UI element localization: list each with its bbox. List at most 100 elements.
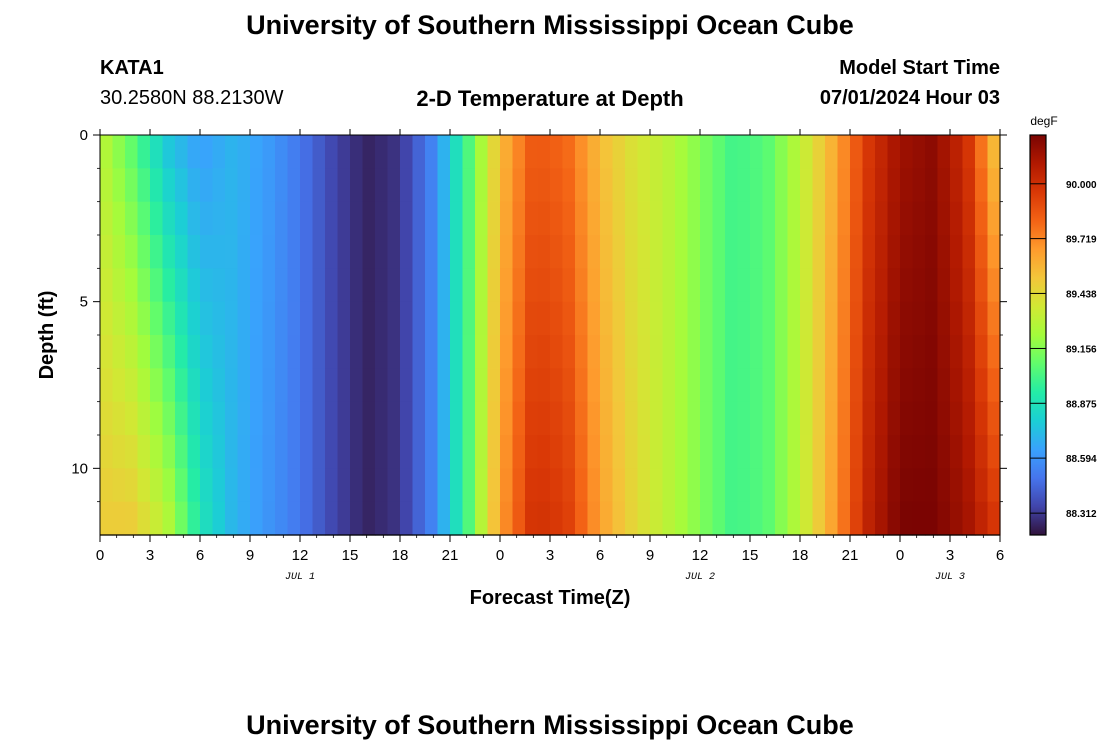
heatmap-cell bbox=[275, 435, 289, 469]
heatmap-cell bbox=[675, 335, 689, 369]
heatmap-cell bbox=[287, 168, 301, 203]
heatmap-cell bbox=[687, 201, 701, 236]
y-tick-label: 5 bbox=[80, 294, 88, 311]
heatmap-cell bbox=[425, 301, 439, 336]
heatmap-cell bbox=[800, 368, 814, 403]
heatmap-cell bbox=[175, 401, 189, 436]
heatmap-cell bbox=[300, 201, 314, 236]
heatmap-cell bbox=[275, 201, 289, 236]
heatmap-cell bbox=[137, 301, 151, 336]
heatmap-cell bbox=[100, 435, 114, 469]
heatmap-cell bbox=[375, 268, 389, 303]
heatmap-cell bbox=[325, 501, 339, 536]
heatmap-cell bbox=[212, 168, 226, 203]
heatmap-cell bbox=[175, 168, 189, 203]
heatmap-cell bbox=[937, 501, 951, 536]
heatmap-cell bbox=[412, 401, 426, 436]
heatmap-cell bbox=[900, 468, 914, 503]
heatmap-cell bbox=[462, 401, 476, 436]
x-tick-label: 21 bbox=[442, 547, 459, 564]
heatmap-cell bbox=[650, 135, 664, 169]
heatmap-cell bbox=[450, 335, 464, 369]
heatmap-cell bbox=[450, 268, 464, 303]
heatmap-cell bbox=[500, 501, 514, 536]
heatmap-cell bbox=[912, 235, 926, 269]
heatmap-cell bbox=[487, 435, 501, 469]
x-tick-label: 3 bbox=[146, 547, 154, 564]
heatmap-cell bbox=[762, 168, 776, 203]
heatmap-cell bbox=[175, 335, 189, 369]
heatmap-cell bbox=[637, 468, 651, 503]
heatmap-cell bbox=[312, 468, 326, 503]
heatmap-cell bbox=[100, 301, 114, 336]
heatmap-cell bbox=[525, 501, 539, 536]
heatmap-cell bbox=[337, 268, 351, 303]
heatmap-cell bbox=[825, 201, 839, 236]
colorbar-tick-label: 88.594 bbox=[1066, 454, 1097, 465]
heatmap-cell bbox=[925, 268, 939, 303]
colorbar-tick-label: 88.875 bbox=[1066, 399, 1097, 410]
heatmap-cell bbox=[587, 401, 601, 436]
heatmap-cell bbox=[737, 301, 751, 336]
heatmap-cell bbox=[787, 335, 801, 369]
heatmap-cell bbox=[900, 501, 914, 536]
heatmap-cell bbox=[812, 135, 826, 169]
heatmap-cell bbox=[387, 168, 401, 203]
heatmap-cell bbox=[125, 135, 139, 169]
heatmap-cell bbox=[637, 401, 651, 436]
heatmap-cell bbox=[637, 335, 651, 369]
heatmap-cell bbox=[250, 135, 264, 169]
heatmap-cell bbox=[175, 435, 189, 469]
heatmap-cell bbox=[662, 235, 676, 269]
heatmap-cell bbox=[250, 335, 264, 369]
heatmap-cell bbox=[225, 268, 239, 303]
heatmap-cell bbox=[437, 435, 451, 469]
heatmap-cell bbox=[975, 135, 989, 169]
heatmap-cell bbox=[325, 435, 339, 469]
heatmap-cell bbox=[487, 468, 501, 503]
heatmap-cell bbox=[150, 401, 164, 436]
model-start-label: Model Start Time bbox=[839, 57, 1000, 79]
heatmap-cell bbox=[787, 201, 801, 236]
heatmap-cell bbox=[425, 135, 439, 169]
heatmap-cell bbox=[687, 368, 701, 403]
heatmap-cell bbox=[500, 201, 514, 236]
x-tick-label: 15 bbox=[742, 547, 759, 564]
heatmap-cell bbox=[237, 301, 251, 336]
heatmap-cell bbox=[675, 301, 689, 336]
heatmap-cell bbox=[837, 501, 851, 536]
heatmap-cell bbox=[887, 268, 901, 303]
heatmap-cell bbox=[125, 168, 139, 203]
heatmap-cell bbox=[437, 468, 451, 503]
heatmap-cell bbox=[575, 235, 589, 269]
heatmap-cell bbox=[412, 435, 426, 469]
heatmap-cell bbox=[725, 401, 739, 436]
heatmap-cell bbox=[912, 468, 926, 503]
heatmap-cell bbox=[950, 335, 964, 369]
heatmap-cell bbox=[987, 401, 1001, 436]
heatmap-cell bbox=[112, 335, 126, 369]
heatmap-cell bbox=[387, 401, 401, 436]
heatmap-cell bbox=[750, 468, 764, 503]
heatmap-cell bbox=[862, 168, 876, 203]
heatmap-cell bbox=[662, 468, 676, 503]
heatmap-cell bbox=[125, 435, 139, 469]
heatmap-cell bbox=[462, 168, 476, 203]
x-tick-label: 0 bbox=[96, 547, 104, 564]
heatmap-cell bbox=[975, 435, 989, 469]
heatmap-cell bbox=[237, 501, 251, 536]
heatmap-cell bbox=[875, 135, 889, 169]
heatmap-cell bbox=[500, 268, 514, 303]
heatmap-cell bbox=[512, 201, 526, 236]
heatmap-cell bbox=[950, 501, 964, 536]
heatmap-cell bbox=[575, 268, 589, 303]
heatmap-cell bbox=[462, 368, 476, 403]
x-axis-ticks: 0 3 6 9 12 15 18 21 0 3 6 9 12 15 18 21 0 3 6 JUL 1 JUL 2 JUL… bbox=[96, 129, 1004, 583]
heatmap-cell bbox=[100, 468, 114, 503]
heatmap-cell bbox=[737, 201, 751, 236]
heatmap-cell bbox=[350, 268, 364, 303]
heatmap-cell bbox=[462, 501, 476, 536]
heatmap-cell bbox=[850, 235, 864, 269]
x-tick-label: 9 bbox=[246, 547, 254, 564]
heatmap-cell bbox=[437, 201, 451, 236]
